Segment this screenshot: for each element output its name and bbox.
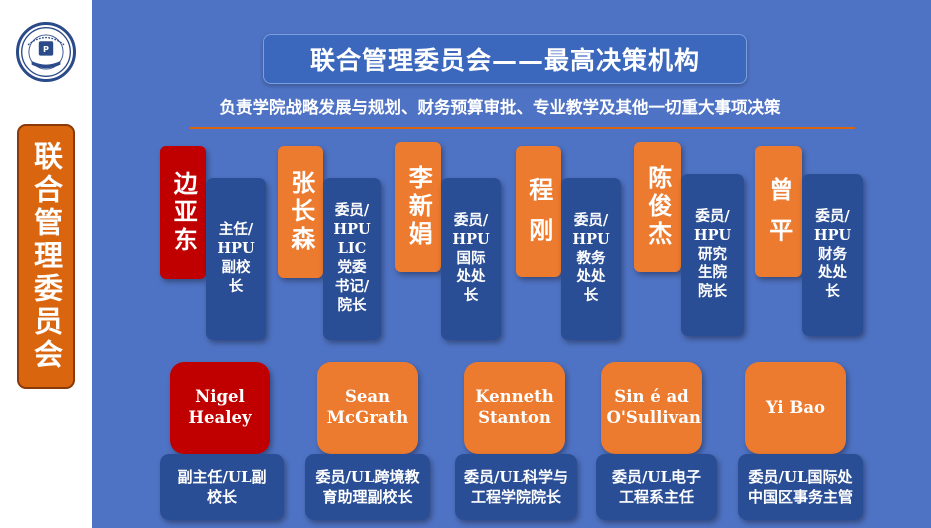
member-role: 副主任/UL副校长 (177, 467, 267, 506)
member-name: 李新娟 (404, 165, 434, 249)
member-role: 委员/UL国际处中国区事务主管 (747, 467, 853, 506)
member-name: Sean McGrath (326, 387, 409, 427)
member-role: 委员/UL跨境教育助理副校长 (315, 467, 420, 506)
hpu-member-name-card: 陈俊杰 (634, 142, 681, 272)
divider-rule (190, 127, 855, 129)
sidebar: P 联合管理委员会 (0, 0, 92, 528)
page-title: 联合管理委员会——最高决策机构 (309, 46, 700, 75)
hpu-member-role-card: 委员/HPU国际处处长 (441, 178, 501, 340)
member-role: 主任/HPU副校长 (217, 221, 255, 295)
svg-text:P: P (43, 44, 49, 54)
member-role: 委员/HPU LIC党委书记/院长 (333, 202, 371, 314)
ul-member-role-card: 副主任/UL副校长 (160, 454, 284, 520)
member-name: 程 刚 (524, 177, 554, 246)
hpu-member-name-card: 张长森 (278, 146, 323, 278)
hpu-member-role-card: 委员/HPU财务处处长 (802, 174, 863, 336)
member-role: 委员/HPU研究生院院长 (693, 207, 732, 301)
ul-member-role-card: 委员/UL国际处中国区事务主管 (738, 454, 863, 520)
member-name: 边亚东 (169, 170, 199, 255)
ul-member-name-card: Kenneth Stanton (464, 362, 565, 454)
ul-member-name-card: Yi Bao (745, 362, 846, 454)
hpu-member-role-card: 委员/HPU研究生院院长 (681, 174, 744, 336)
hpu-member-role-card: 委员/HPU教务处处长 (561, 178, 621, 340)
member-name: 曾 平 (764, 177, 794, 246)
hpu-member-name-card: 边亚东 (160, 146, 206, 279)
member-name: Yi Bao (765, 397, 826, 417)
member-role: 委员/HPU国际处处长 (452, 211, 490, 305)
hpu-member-role-card: 主任/HPU副校长 (206, 178, 266, 340)
ul-member-name-card: Sin é ad O'Sullivan (601, 362, 702, 454)
ul-member-name-card: Sean McGrath (317, 362, 418, 454)
university-logo-icon: P (16, 22, 76, 82)
hpu-member-role-card: 委员/HPU LIC党委书记/院长 (323, 178, 381, 340)
hpu-member-name-card: 曾 平 (755, 146, 802, 277)
ul-member-role-card: 委员/UL科学与工程学院院长 (455, 454, 577, 520)
ul-member-role-card: 委员/UL跨境教育助理副校长 (305, 454, 430, 520)
member-name: Nigel Healey (188, 387, 252, 427)
hpu-member-name-card: 李新娟 (395, 142, 441, 272)
member-name: Sin é ad O'Sullivan (606, 387, 701, 427)
member-name: 张长森 (286, 170, 316, 254)
page-title-box: 联合管理委员会——最高决策机构 (263, 34, 747, 84)
member-name: 陈俊杰 (643, 165, 673, 249)
ul-member-name-card: Nigel Healey (170, 362, 270, 454)
member-role: 委员/UL科学与工程学院院长 (463, 467, 569, 506)
ul-member-role-card: 委员/UL电子工程系主任 (596, 454, 717, 520)
hpu-member-name-card: 程 刚 (516, 146, 561, 277)
member-role: 委员/UL电子工程系主任 (611, 467, 702, 506)
member-name: Kenneth Stanton (475, 387, 554, 427)
page-subtitle: 负责学院战略发展与规划、财务预算审批、专业教学及其他一切重大事项决策 (219, 98, 781, 117)
sidebar-title-box: 联合管理委员会 (17, 124, 75, 389)
member-role: 委员/HPU教务处处长 (572, 211, 610, 305)
sidebar-title: 联合管理委员会 (29, 141, 64, 372)
member-role: 委员/HPU财务处处长 (813, 207, 852, 301)
